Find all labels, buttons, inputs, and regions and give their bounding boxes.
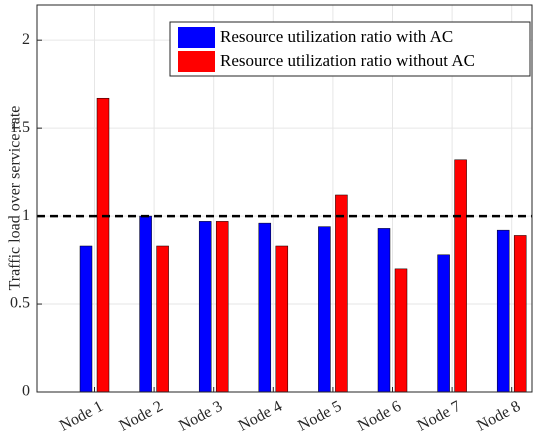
bar [198,221,212,393]
axes-box [36,4,533,393]
y-axis-label: Traffic load over service rate [7,106,24,291]
bar [156,245,169,393]
legend-swatch [178,51,215,72]
bar [394,268,408,393]
y-tick-label: 2 [22,31,30,48]
x-tick-label: Node 8 [474,398,523,435]
bar [335,194,348,393]
x-tick-label: Node 5 [295,398,344,435]
x-tick-label: Node 6 [355,398,404,435]
bar [377,228,391,393]
bar [215,221,229,393]
y-tick-label: 0.5 [10,295,30,312]
y-tick-label: 1.5 [10,119,30,136]
x-tick-label: Node 4 [236,398,285,435]
legend-label: Resource utilization ratio with AC [220,27,453,46]
legend: Resource utilization ratio with AC Resour… [169,21,531,77]
bar [275,245,289,393]
bar [79,245,93,393]
bar [513,235,527,393]
y-tick-label: 0 [22,383,30,400]
x-tick-label: Node 1 [57,398,106,435]
bar [454,159,467,393]
bar [318,226,331,393]
y-tick-label: 1 [22,207,30,224]
bar [258,222,272,393]
bar [139,215,152,393]
x-tick-label: Node 2 [117,398,166,435]
x-tick-label: Node 7 [415,398,464,435]
legend-label: Resource utilization ratio without AC [220,51,475,70]
bar [437,254,450,393]
bar [496,229,510,393]
legend-box [169,21,531,77]
x-tick-label: Node 3 [176,398,225,435]
bar [96,97,110,393]
legend-swatch [178,27,215,48]
